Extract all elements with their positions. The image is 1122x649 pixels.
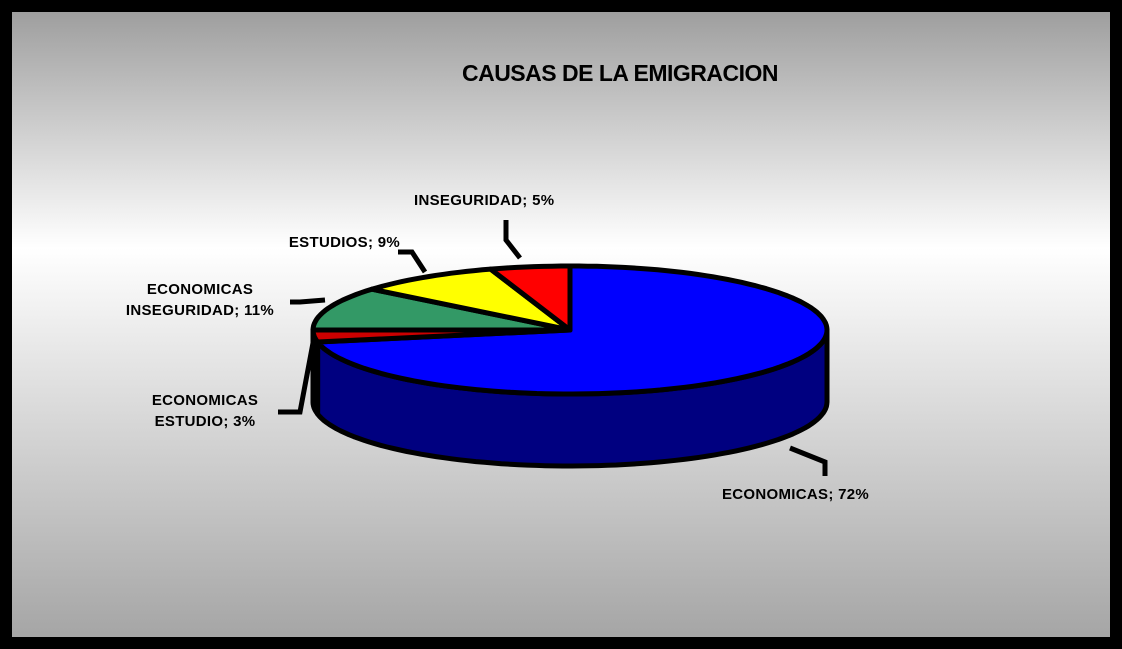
- data-label: ESTUDIOS; 9%: [288, 234, 400, 251]
- pie: [310, 263, 830, 469]
- data-label: ECONOMICAS; 72%: [722, 486, 870, 503]
- chart-title: CAUSAS DE LA EMIGRACION: [461, 60, 779, 86]
- leader-line: [789, 445, 828, 476]
- data-label: ECONOMICAS INSEGURIDAD; 11%: [125, 281, 275, 319]
- data-label: INSEGURIDAD; 5%: [414, 192, 555, 209]
- leader-line: [503, 220, 522, 260]
- pie-slice: [488, 263, 573, 333]
- leader-line: [398, 249, 428, 274]
- leader-line: [290, 297, 326, 305]
- data-label: ECONOMICAS ESTUDIO; 3%: [151, 392, 259, 430]
- pie-slice: [369, 266, 573, 333]
- leader-line: [278, 342, 316, 415]
- pie-slice: [310, 286, 573, 333]
